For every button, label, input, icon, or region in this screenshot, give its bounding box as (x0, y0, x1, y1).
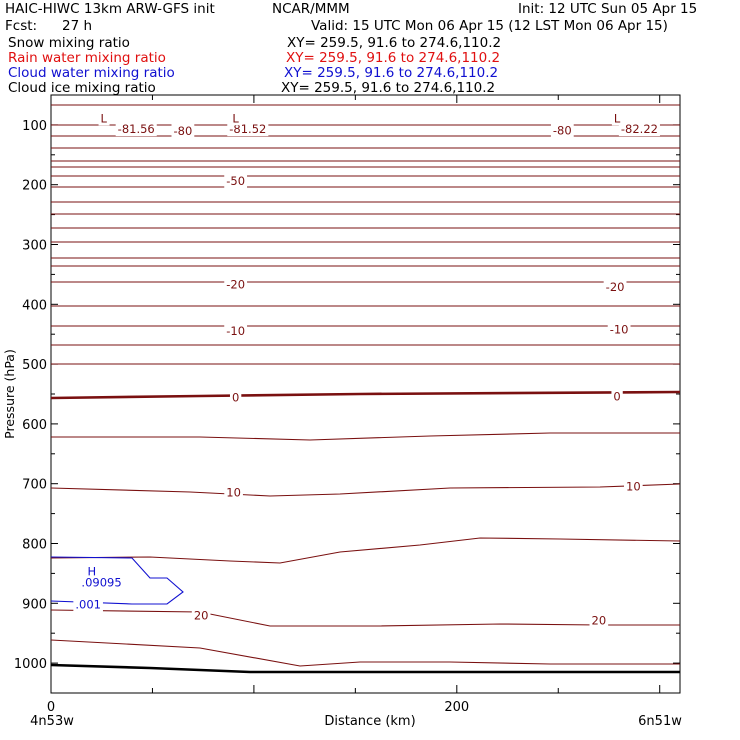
isotherm-label: 10 (224, 485, 243, 500)
field-xy-rain: XY= 259.5, 91.6 to 274.6,110.2 (286, 50, 501, 66)
svg-text:20: 20 (592, 614, 607, 628)
cloud-water-contours (50, 556, 184, 605)
isotherm-label: -80 (550, 123, 574, 138)
low-marker: L (611, 111, 623, 126)
y-tick-label: 700 (22, 478, 47, 493)
y-tick-label: 400 (22, 298, 47, 313)
y-tick-label: 800 (22, 538, 47, 553)
isotherm-label: -80 (171, 123, 195, 138)
x-tick-label: 0 (47, 700, 55, 715)
isotherm-line (50, 639, 680, 667)
init-time: Init: 12 UTC Sun 05 Apr 15 (518, 1, 698, 17)
low-marker: L (230, 111, 242, 126)
field-label-cloud-ice: Cloud ice mixing ratio (8, 80, 156, 96)
svg-text:-10: -10 (610, 322, 629, 336)
y-tick-label: 1000 (14, 657, 47, 672)
y-tick-label: 100 (22, 119, 47, 134)
svg-text:.001: .001 (75, 597, 101, 611)
svg-text:L: L (614, 111, 621, 125)
svg-text:-81.52: -81.52 (229, 122, 266, 136)
isotherm-label: -10 (224, 324, 248, 339)
y-tick-label: 500 (22, 358, 47, 373)
isotherm-line (50, 483, 681, 497)
temperature-contours (50, 104, 681, 674)
isotherm-label: -81.56 (115, 122, 157, 137)
isotherm-label: -20 (224, 277, 248, 292)
y-tick-label: 900 (22, 597, 47, 612)
field-label-cloud-water: Cloud water mixing ratio (8, 65, 175, 81)
svg-text:-80: -80 (173, 124, 192, 138)
isotherm-label: 0 (611, 389, 623, 404)
isotherm-label: -10 (607, 322, 631, 337)
x-tick-label: 200 (444, 700, 469, 715)
forecast-hour: 27 h (62, 18, 93, 34)
x-endpoint-left: 4n53w (30, 714, 74, 729)
y-axis-label: Pressure (hPa) (2, 349, 17, 439)
isotherm-line (51, 432, 680, 441)
field-xy-cloud-ice: XY= 259.5, 91.6 to 274.6,110.2 (281, 80, 496, 96)
svg-text:-81.56: -81.56 (118, 122, 155, 136)
svg-text:L: L (232, 111, 239, 125)
svg-text:-20: -20 (606, 280, 625, 294)
isotherm-label: -81.52 (227, 122, 269, 137)
contour-labels: -81.56 -80 -81.52 -80 -82.22 -50 -20 -20 -10 -10 0… (73, 111, 660, 628)
field-label-rain: Rain water mixing ratio (8, 50, 166, 66)
isotherm-label: -50 (224, 174, 248, 189)
field-label-snow: Snow mixing ratio (8, 35, 130, 51)
svg-text:H: H (88, 565, 97, 579)
svg-text:0: 0 (232, 391, 239, 405)
field-xy-cloud-water: XY= 259.5, 91.6 to 274.6,110.2 (284, 65, 499, 81)
cloud-water-label: H (85, 564, 99, 579)
svg-text:-50: -50 (226, 174, 245, 188)
y-tick-label: 600 (22, 418, 47, 433)
forecast-label: Fcst: (5, 18, 38, 34)
svg-text:10: 10 (226, 486, 241, 500)
cloud-water-line (50, 556, 184, 605)
svg-text:10: 10 (626, 480, 641, 494)
svg-text:-82.22: -82.22 (621, 122, 658, 136)
field-xy-snow: XY= 259.5, 91.6 to 274.6,110.2 (287, 35, 502, 51)
isotherm-line (50, 537, 681, 564)
svg-text:-80: -80 (553, 123, 572, 137)
cloud-water-label: .001 (73, 597, 103, 612)
svg-text:-10: -10 (226, 324, 245, 338)
svg-text:0: 0 (613, 389, 620, 403)
x-endpoint-right: 6n51w (638, 714, 682, 729)
isotherm-label: 20 (191, 608, 211, 623)
isotherm-label: 20 (589, 613, 609, 628)
low-marker: L (98, 111, 110, 126)
x-axis-label: Distance (km) (324, 714, 415, 729)
svg-text:20: 20 (194, 608, 209, 622)
isotherm-label: 10 (624, 479, 643, 494)
svg-text:L: L (101, 111, 108, 125)
svg-text:-20: -20 (226, 278, 245, 292)
isotherm-label: 0 (229, 390, 242, 405)
isotherm-label: -20 (603, 279, 627, 294)
svg-text:.09095: .09095 (81, 575, 121, 589)
isotherm-line (50, 663, 680, 674)
model-name: HAIC-HIWC 13km ARW-GFS init (5, 1, 215, 17)
valid-time: Valid: 15 UTC Mon 06 Apr 15 (12 LST Mon … (311, 18, 668, 34)
isotherm-label: -82.22 (618, 122, 660, 137)
isotherm-line (50, 390, 681, 400)
organization: NCAR/MMM (272, 1, 350, 17)
y-tick-label: 200 (22, 179, 47, 194)
isotherm-line (50, 609, 680, 627)
y-tick-label: 300 (22, 239, 47, 254)
cloud-water-label: .09095 (79, 575, 124, 590)
